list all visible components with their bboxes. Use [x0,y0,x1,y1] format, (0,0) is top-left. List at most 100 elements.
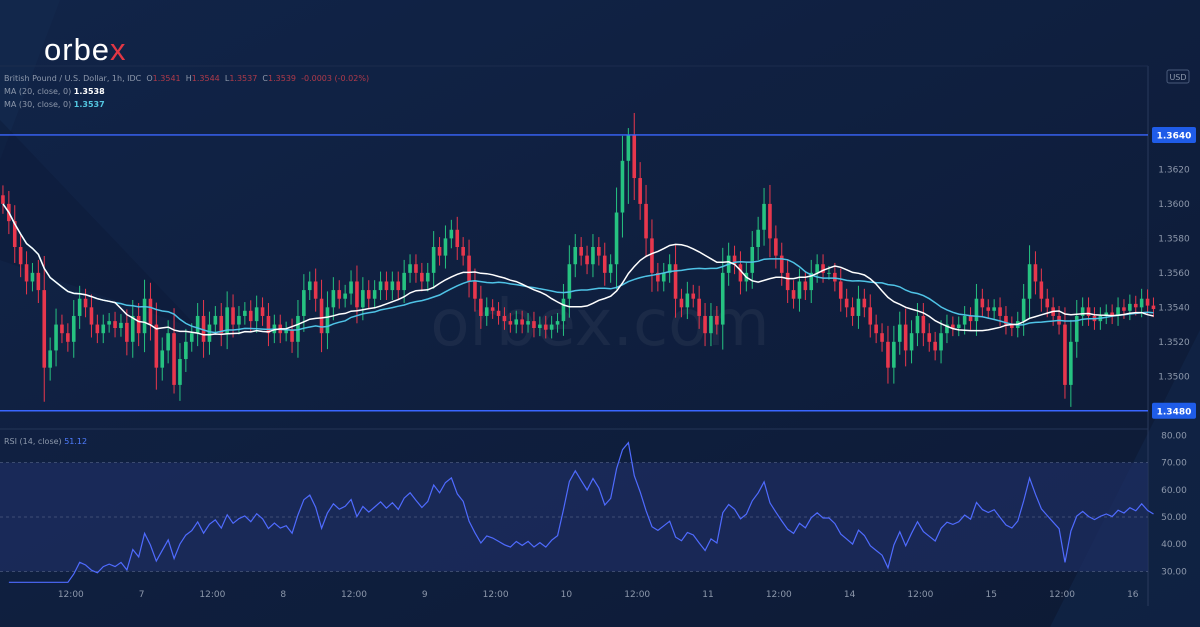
candle-body [614,212,619,265]
low-value: 1.3537 [229,74,258,83]
candle-body [284,329,288,334]
candle-body [331,290,336,308]
candle-body [425,272,430,282]
candle-body [685,293,690,308]
candle-body [715,315,719,325]
candle-body [18,247,23,265]
candle-body [473,281,477,299]
candle-body [484,307,489,316]
candle-body [868,307,873,325]
candle-body [673,264,678,299]
candle-body [372,290,377,299]
candle-body [951,324,955,329]
candle-body [874,324,878,334]
candle-body [71,315,76,342]
candle-body [791,290,796,299]
candle-body [844,298,849,308]
candle-body [768,203,772,239]
candle-body [142,298,147,334]
rsi-band [0,462,1148,572]
candle-body [561,298,566,322]
candle-body [349,281,353,294]
price-tick-label: 1.3520 [1158,338,1190,348]
candle-body [361,290,365,308]
ma30-value: 1.3537 [73,100,105,109]
candle-body [119,322,123,329]
level-label: 1.3640 [1157,131,1192,141]
candle-body [248,310,253,322]
candle-body [620,160,625,213]
candle-body [408,264,412,273]
candle-body [443,238,448,256]
candle-body [237,315,241,325]
candle-body [892,341,896,368]
candle-body [254,307,259,322]
candle-body [703,315,707,334]
candle-body [1139,298,1144,308]
candle-body [903,324,908,351]
candle-body [567,264,572,299]
candle-body [30,272,35,282]
time-tick-label: 9 [422,590,428,600]
candle-body [815,264,819,273]
candle-body [774,238,778,256]
candle-body [691,293,696,299]
candle-body [24,264,29,282]
candle-body [130,315,135,342]
candle-body [125,322,129,342]
high-value: 1.3544 [191,74,220,83]
candle-body [1045,298,1050,308]
candle-body [661,272,666,282]
candle-body [437,247,442,256]
candle-body [909,333,914,351]
candle-body [809,272,814,291]
candle-body [1004,315,1008,325]
candle-body [626,134,631,161]
candle-body [543,324,548,330]
candle-body [154,324,159,368]
candle-body [101,324,106,334]
rsi-tick-label: 30.00 [1161,567,1187,577]
candle-body [396,281,401,291]
candle-body [632,134,637,179]
candle-body [933,341,937,351]
candle-body [160,350,165,368]
candle-body [732,255,737,265]
candle-body [148,298,153,325]
price-tick-label: 1.3620 [1158,165,1190,175]
candle-body [1033,264,1038,282]
ma20-label: MA (20, close, 0) [4,87,72,96]
candle-body [1104,312,1109,316]
candle-body [290,329,294,342]
candle-body [431,247,436,273]
candle-body [638,178,642,204]
time-tick-label: 12:00 [341,590,367,600]
candle-body [136,315,141,334]
candle-body [420,272,424,282]
rsi-label: RSI (14, close) [4,437,62,446]
candle-body [915,315,920,334]
rsi-value: 51.12 [64,437,88,446]
candle-body [60,324,64,334]
candle-body [231,307,235,325]
candle-body [355,281,359,308]
candle-body [337,290,342,299]
candle-body [54,324,58,351]
candle-body [189,333,194,342]
candle-body [260,307,265,316]
candle-body [644,203,648,239]
ma20-value: 1.3538 [73,87,105,96]
close-label: C [262,74,269,83]
candle-body [838,281,843,299]
candle-body [585,255,589,265]
candle-body [384,281,389,291]
ma30-label: MA (30, close, 0) [4,100,72,109]
candle-body [172,333,176,385]
candle-body [597,247,601,256]
level-label-box [1152,126,1196,143]
candle-body [12,221,17,247]
ma20-line [2,203,1154,336]
candle-body [998,307,1002,316]
price-tick-label: 1.3560 [1158,269,1190,279]
candle-body [1086,307,1091,316]
